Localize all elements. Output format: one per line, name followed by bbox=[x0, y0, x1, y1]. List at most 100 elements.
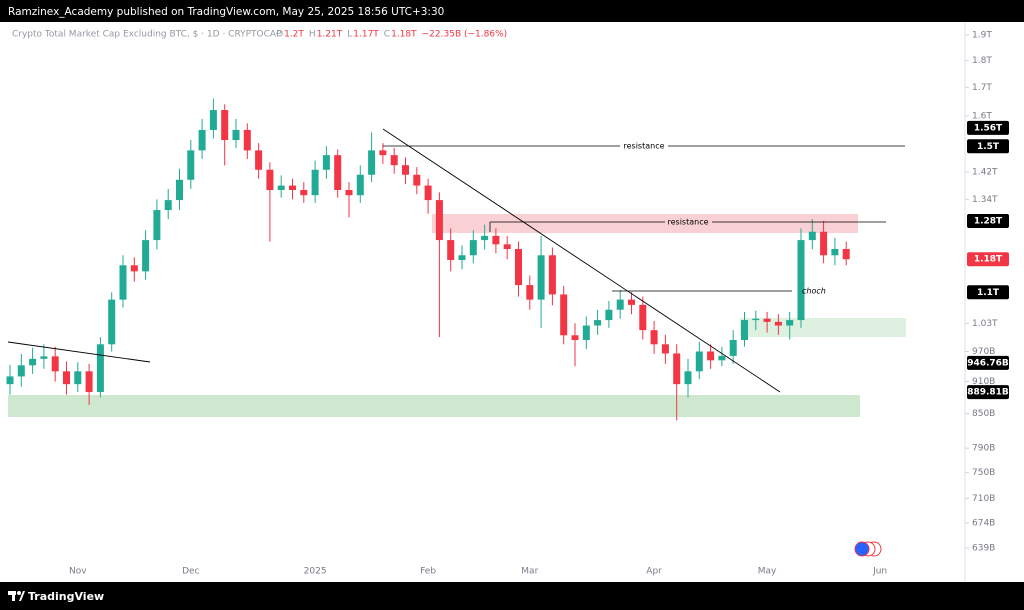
candle-body bbox=[164, 200, 172, 211]
candle-body bbox=[537, 255, 545, 300]
resistance-zone bbox=[432, 214, 858, 233]
price-label: 946.76B bbox=[967, 358, 1009, 368]
x-tick-label: Feb bbox=[420, 567, 436, 577]
candle-body bbox=[684, 371, 692, 385]
y-tick-label: 639B bbox=[972, 544, 995, 554]
ohlc-item: 1.2T bbox=[284, 30, 304, 40]
candle-body bbox=[842, 248, 850, 260]
y-tick-label: 1.8T bbox=[972, 56, 992, 66]
price-label: 1.1T bbox=[977, 288, 1000, 298]
candle-body bbox=[718, 355, 726, 361]
candle-body bbox=[661, 344, 669, 354]
price-label: 1.18T bbox=[974, 255, 1003, 265]
candle-body bbox=[232, 129, 240, 141]
y-tick-label: 1.34T bbox=[972, 195, 998, 205]
candle-body bbox=[481, 235, 489, 241]
ohlc-item: 1.18T bbox=[391, 30, 417, 40]
candle-body bbox=[221, 110, 229, 141]
candle-body bbox=[6, 376, 14, 385]
candle-body bbox=[311, 169, 319, 196]
price-label: 1.28T bbox=[974, 216, 1003, 226]
price-label-box bbox=[967, 385, 1009, 400]
candle-body bbox=[650, 330, 658, 345]
price-label-box bbox=[967, 355, 1009, 370]
candle-body bbox=[108, 299, 116, 345]
candle-body bbox=[786, 320, 794, 326]
candle-body bbox=[492, 235, 500, 245]
candle-body bbox=[17, 365, 25, 377]
ohlc-item: O bbox=[276, 30, 283, 40]
candle-body bbox=[289, 185, 296, 190]
candle-body bbox=[413, 174, 421, 186]
x-tick-label: Dec bbox=[182, 567, 199, 577]
candle-body bbox=[752, 318, 760, 321]
candle-body bbox=[300, 189, 308, 196]
candle-body bbox=[51, 356, 59, 372]
candle-body bbox=[322, 155, 330, 170]
candle-body bbox=[707, 351, 715, 361]
trendline bbox=[382, 128, 781, 393]
candle-body bbox=[96, 344, 104, 393]
price-label: 889.81B bbox=[967, 388, 1009, 398]
candle-body bbox=[85, 371, 93, 393]
x-tick-label: Nov bbox=[69, 567, 87, 577]
y-tick-label: 1.6T bbox=[972, 111, 992, 121]
y-tick-label: 750B bbox=[972, 468, 995, 478]
y-tick-label: 850B bbox=[972, 409, 995, 419]
candle-body bbox=[198, 129, 206, 151]
candle-body bbox=[63, 371, 70, 385]
x-tick-label: Apr bbox=[646, 567, 662, 577]
x-tick-label: May bbox=[758, 567, 777, 577]
candle-body bbox=[628, 299, 635, 305]
ohlc-item: C bbox=[384, 30, 390, 40]
price-label-box bbox=[967, 213, 1009, 228]
candle-body bbox=[153, 210, 161, 241]
y-tick-label: 1.03T bbox=[972, 319, 998, 329]
brand: TradingView bbox=[28, 590, 104, 603]
candle-body bbox=[831, 248, 839, 256]
ohlc-item: −22.35B (−1.86%) bbox=[422, 30, 508, 40]
candle-body bbox=[356, 174, 364, 196]
logo bbox=[8, 591, 25, 601]
candle-body bbox=[582, 325, 590, 340]
annotation: resistance bbox=[667, 218, 708, 227]
candle-body bbox=[797, 240, 805, 321]
candle-body bbox=[255, 150, 263, 170]
y-tick-label: 910B bbox=[972, 377, 995, 387]
candle-body bbox=[345, 189, 353, 196]
ohlc-item: L bbox=[347, 30, 352, 40]
candle-body bbox=[402, 165, 409, 175]
candle-body bbox=[74, 371, 82, 385]
y-tick-label: 1.42T bbox=[972, 168, 998, 178]
chart-area bbox=[0, 22, 1024, 582]
annotation: choch bbox=[802, 287, 826, 296]
candle-body bbox=[526, 285, 534, 300]
y-tick-label: 790B bbox=[972, 444, 995, 454]
candle-body bbox=[424, 185, 432, 201]
price-label: 1.56T bbox=[974, 123, 1003, 133]
symbol-title: Crypto Total Market Cap Excluding BTC, $… bbox=[12, 30, 282, 40]
flag-icon bbox=[854, 541, 882, 557]
candles bbox=[6, 98, 850, 421]
ohlc-item: 1.21T bbox=[317, 30, 343, 40]
price-label: 1.5T bbox=[977, 142, 1000, 152]
candle-body bbox=[639, 304, 647, 331]
ohlc-legend: O 1.2T H 1.21T L 1.17T C 1.18T −22.35B (−1.86%) bbox=[276, 30, 507, 40]
publisher: Ramzinex_Academy published on TradingVie… bbox=[8, 6, 444, 18]
x-tick-label: 2025 bbox=[304, 567, 327, 577]
candle-body bbox=[243, 129, 251, 151]
candle-body bbox=[605, 309, 613, 321]
candle-body bbox=[673, 353, 681, 385]
candle-body bbox=[469, 240, 477, 256]
candle-body bbox=[130, 265, 138, 272]
y-tick-label: 970B bbox=[972, 347, 995, 357]
trendline bbox=[7, 341, 151, 363]
candle-body bbox=[176, 179, 183, 201]
y-tick-label: 1.7T bbox=[972, 83, 992, 93]
support-zone bbox=[8, 395, 860, 417]
candle-body bbox=[390, 155, 398, 166]
candle-body bbox=[119, 265, 127, 300]
candle-body bbox=[277, 185, 285, 190]
candle-body bbox=[266, 169, 274, 190]
